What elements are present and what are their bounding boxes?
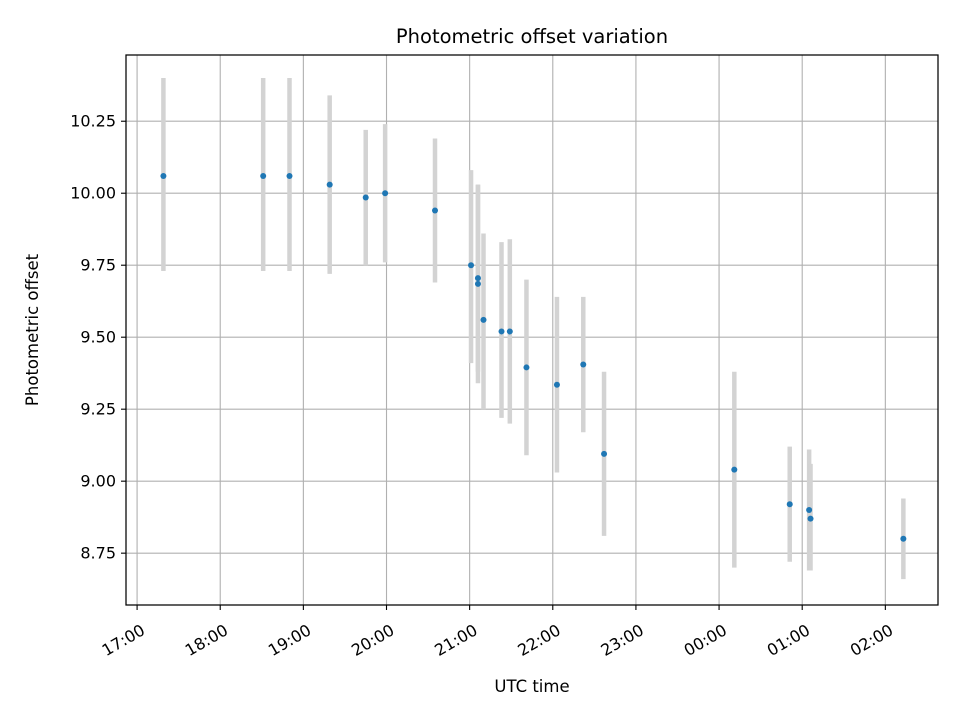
data-point xyxy=(506,328,513,335)
y-tick-label: 9.75 xyxy=(80,256,116,275)
y-tick-label: 9.25 xyxy=(80,400,116,419)
y-tick-label: 10.00 xyxy=(70,184,116,203)
x-tick-label: 22:00 xyxy=(514,620,563,660)
y-axis: 8.75 9.00 9.25 9.50 9.75 10.00 10.25 xyxy=(70,112,126,563)
data-point xyxy=(160,172,167,179)
data-point xyxy=(362,194,369,201)
data-point xyxy=(807,515,814,522)
x-tick-label: 01:00 xyxy=(764,620,813,660)
x-tick-label: 21:00 xyxy=(431,620,480,660)
y-axis-label: Photometric offset xyxy=(23,253,42,406)
x-tick-label: 00:00 xyxy=(681,620,730,660)
y-tick-label: 9.00 xyxy=(80,472,116,491)
data-point xyxy=(474,280,481,287)
y-tick-label: 8.75 xyxy=(80,544,116,563)
chart-title: Photometric offset variation xyxy=(396,25,668,48)
data-point xyxy=(580,361,587,368)
data-point xyxy=(806,506,813,513)
data-point xyxy=(382,190,389,197)
x-tick-label: 23:00 xyxy=(597,620,646,660)
x-tick-label: 20:00 xyxy=(348,620,397,660)
data-point xyxy=(523,364,530,371)
plot-frame xyxy=(125,54,939,606)
data-point xyxy=(468,262,475,269)
data-point xyxy=(601,450,608,457)
data-points xyxy=(160,172,907,542)
data-point xyxy=(432,207,439,214)
x-tick-label: 19:00 xyxy=(265,620,314,660)
data-point xyxy=(326,181,333,188)
data-point xyxy=(553,381,560,388)
data-point xyxy=(474,275,481,282)
data-point xyxy=(286,172,293,179)
data-point xyxy=(260,172,267,179)
y-tick-label: 10.25 xyxy=(70,112,116,131)
x-tick-label: 18:00 xyxy=(182,620,231,660)
data-point xyxy=(731,466,738,473)
x-tick-label: 17:00 xyxy=(99,620,148,660)
data-point xyxy=(498,328,505,335)
x-tick-label: 02:00 xyxy=(847,620,896,660)
data-point xyxy=(786,501,793,508)
grid xyxy=(126,55,938,605)
y-tick-label: 9.50 xyxy=(80,328,116,347)
x-axis-label: UTC time xyxy=(494,677,569,696)
x-axis: 17:00 18:00 19:00 20:00 21:00 22:00 23:00 00:00… xyxy=(99,605,896,660)
data-point xyxy=(900,535,907,542)
data-point xyxy=(480,316,487,323)
